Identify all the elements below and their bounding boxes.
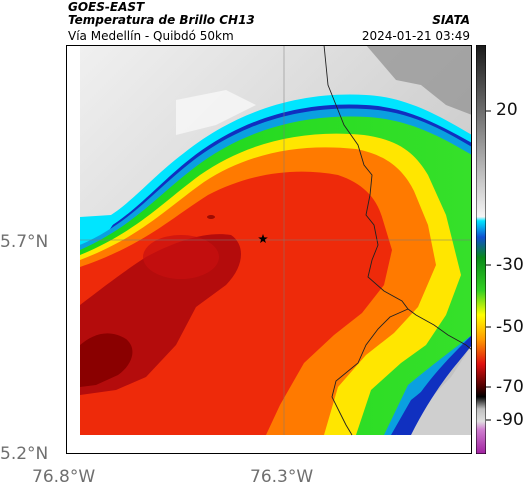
- timestamp: 2024-01-21 03:49: [361, 29, 470, 43]
- xtick-76-8W: 76.8°W: [32, 467, 96, 487]
- boundary-line: [323, 45, 472, 436]
- cloud-region-red: [80, 171, 392, 435]
- cbar-tick-minus30: -30: [496, 255, 524, 275]
- cbar-tick-minus90: -90: [496, 410, 524, 430]
- cbar-tick-minus70: -70: [496, 377, 524, 397]
- cbar-tick-20: 20: [496, 100, 518, 120]
- xtick-76-3W: 76.3°W: [250, 467, 314, 487]
- colorbar-ticks: [486, 110, 491, 421]
- brightness-temperature-map: [66, 45, 472, 454]
- ytick-5-7N: 5.7°N: [0, 232, 49, 252]
- colorbar: [476, 45, 486, 454]
- location-star-icon: [258, 234, 268, 243]
- ytick-5-2N: 5.2°N: [0, 444, 49, 464]
- title-satellite: GOES-EAST: [68, 0, 145, 14]
- title-product: Temperatura de Brillo CH13: [68, 13, 255, 27]
- subtitle-region: Vía Medellín - Quibdó 50km: [68, 29, 234, 43]
- cbar-tick-minus50: -50: [496, 317, 524, 337]
- org-label: SIATA: [432, 13, 470, 27]
